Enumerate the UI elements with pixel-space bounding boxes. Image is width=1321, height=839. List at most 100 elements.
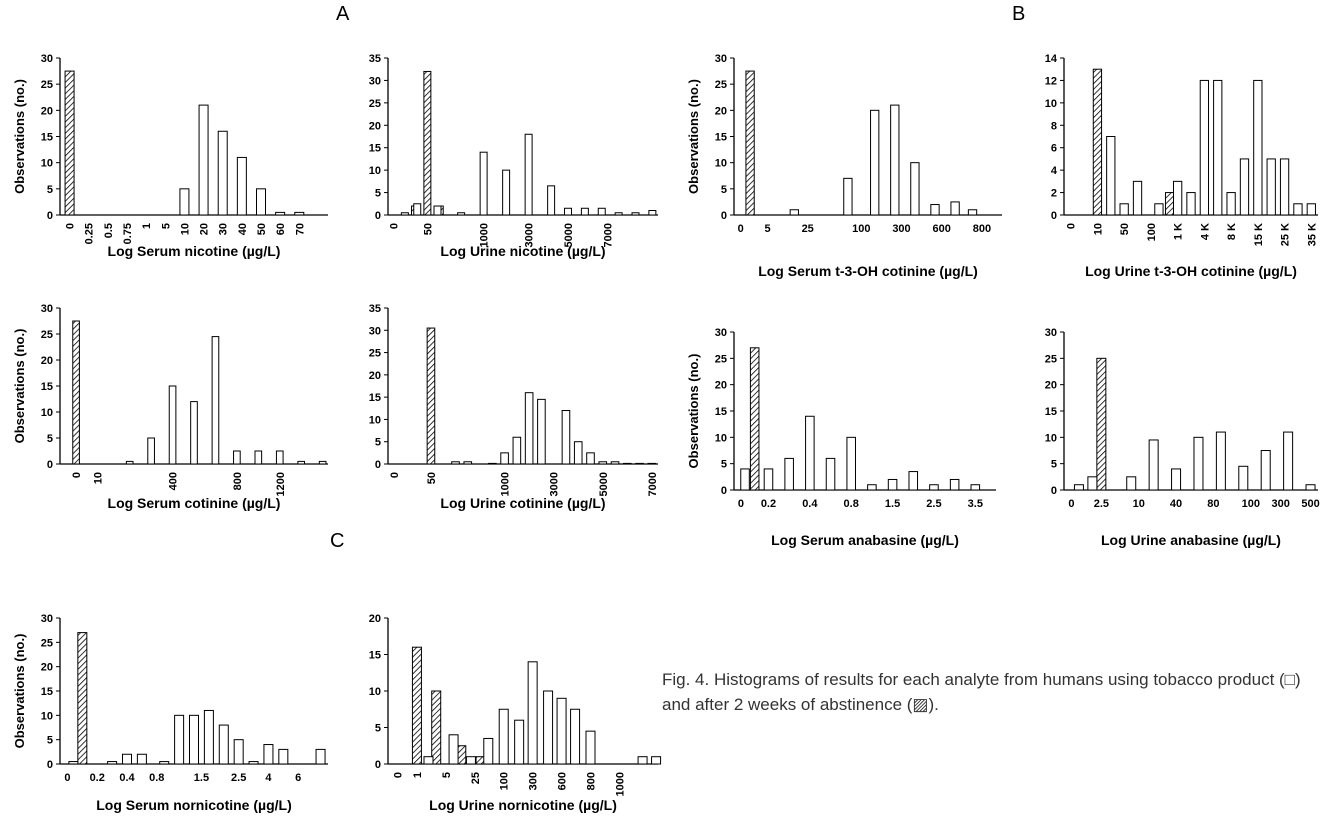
tobacco-use-bar (433, 205, 442, 216)
y-tick-label: 0 (721, 485, 727, 497)
tobacco-use-bar (315, 748, 326, 765)
x-tick-label: 0 (389, 472, 401, 478)
x-tick-label: 800 (973, 223, 991, 235)
tobacco-use-bar (203, 709, 214, 765)
tobacco-use-bar (631, 212, 640, 216)
x-tick-label: 0.75 (122, 223, 134, 244)
tobacco-use-bar (908, 471, 919, 491)
x-tick-label: 400 (168, 472, 180, 490)
x-axis-title: Log Serum nicotine (µg/L) (108, 243, 281, 259)
tobacco-use-bar (949, 478, 960, 491)
tobacco-use-bar (1213, 79, 1223, 216)
y-tick-label: 25 (369, 348, 381, 360)
x-tick-label: 60 (275, 223, 287, 235)
tobacco-use-bar (136, 753, 147, 765)
y-tick-label: 10 (369, 686, 381, 698)
tobacco-use-bar (233, 450, 241, 465)
tobacco-use-bar (1154, 203, 1164, 216)
x-tick-label: 5 (160, 223, 172, 229)
tobacco-use-bar (647, 462, 657, 465)
x-axis-title: Log Serum anabasine (µg/L) (771, 532, 959, 548)
y-tick-label: 4 (1051, 165, 1058, 177)
tobacco-use-bar (400, 212, 409, 216)
y-tick-label: 15 (1045, 406, 1057, 418)
tobacco-use-bar (217, 130, 228, 216)
y-tick-label: 10 (369, 414, 381, 426)
tobacco-use-bar (1193, 436, 1204, 491)
y-tick-label: 20 (369, 613, 381, 625)
x-tick-label: 0 (71, 472, 83, 478)
tobacco-use-bar (318, 460, 327, 465)
tobacco-use-bar (218, 724, 229, 765)
abstinence-bar (64, 70, 75, 216)
x-tick-label: 50 (426, 472, 438, 484)
x-tick-label: 0.4 (802, 498, 818, 510)
tobacco-use-bar (556, 697, 567, 765)
tobacco-use-bar (502, 169, 511, 216)
tobacco-use-bar (967, 209, 978, 216)
y-tick-label: 10 (41, 407, 53, 419)
y-tick-label: 10 (41, 158, 53, 170)
tobacco-use-bar (512, 436, 522, 465)
tobacco-use-bar (784, 457, 794, 491)
x-tick-label: 1 (141, 223, 153, 229)
y-axis-title: Observations (no.) (12, 79, 27, 194)
x-tick-label: 25 K (1280, 223, 1292, 246)
x-tick-label: 0.25 (84, 223, 96, 244)
x-tick-label: 2.5 (231, 772, 246, 784)
y-tick-label: 25 (369, 98, 381, 110)
y-tick-label: 5 (375, 723, 381, 735)
tobacco-use-bar (498, 708, 509, 765)
tobacco-use-bar (970, 484, 981, 491)
panel-label-a: A (336, 3, 350, 25)
x-tick-label: 5 (764, 223, 770, 235)
y-tick-label: 5 (375, 437, 381, 449)
abstinence-bar (72, 320, 80, 465)
x-tick-label: 6 (295, 772, 301, 784)
tobacco-use-bar (275, 450, 284, 465)
y-tick-label: 30 (41, 53, 53, 65)
panel-label-c: C (330, 530, 344, 552)
x-tick-label: 0.4 (119, 772, 135, 784)
x-tick-label: 15 K (1253, 223, 1265, 246)
tobacco-use-bar (651, 756, 662, 765)
tobacco-use-bar (1253, 79, 1263, 216)
tobacco-use-bar (586, 452, 595, 465)
y-tick-label: 20 (41, 105, 53, 117)
y-tick-label: 15 (369, 392, 381, 404)
tobacco-use-bar (1266, 158, 1276, 216)
tobacco-use-bar (585, 730, 596, 765)
x-tick-label: 0 (1066, 223, 1078, 229)
histogram-4: 0 5 10 15 20 25 30 35 0 50 1000 3000 5000 7000 Log Uri… (369, 303, 659, 511)
x-tick-label: 25 (470, 772, 482, 784)
tobacco-use-bar (527, 661, 538, 765)
tobacco-use-bar (294, 211, 305, 216)
y-tick-label: 15 (369, 650, 381, 662)
x-tick-label: 10 (1092, 223, 1104, 235)
y-axis-title: Observations (no.) (12, 634, 27, 749)
x-tick-label: 0 (738, 498, 744, 510)
y-tick-label: 14 (1045, 53, 1058, 65)
tobacco-use-bar (465, 756, 476, 765)
y-tick-label: 20 (715, 380, 727, 392)
y-tick-label: 10 (1045, 432, 1057, 444)
tobacco-use-bar (451, 461, 460, 465)
tobacco-use-bar (1238, 465, 1249, 491)
tobacco-use-bar (413, 203, 422, 216)
y-tick-label: 0 (1051, 210, 1057, 222)
x-tick-label: 0.2 (761, 498, 776, 510)
x-tick-label: 5000 (598, 472, 610, 496)
x-tick-label: 80 (1207, 498, 1219, 510)
tobacco-use-bar (825, 457, 836, 491)
y-tick-label: 25 (41, 637, 53, 649)
abstinence-bar (1092, 68, 1103, 216)
y-tick-label: 30 (41, 303, 53, 315)
tobacco-use-bar (1279, 158, 1290, 216)
y-tick-label: 10 (715, 432, 727, 444)
tobacco-use-bar (1215, 431, 1226, 491)
y-tick-label: 20 (1045, 380, 1057, 392)
x-tick-label: 5000 (563, 223, 575, 247)
x-tick-label: 800 (586, 772, 598, 790)
panel-label-b: B (1012, 3, 1025, 25)
y-tick-label: 0 (47, 759, 53, 771)
